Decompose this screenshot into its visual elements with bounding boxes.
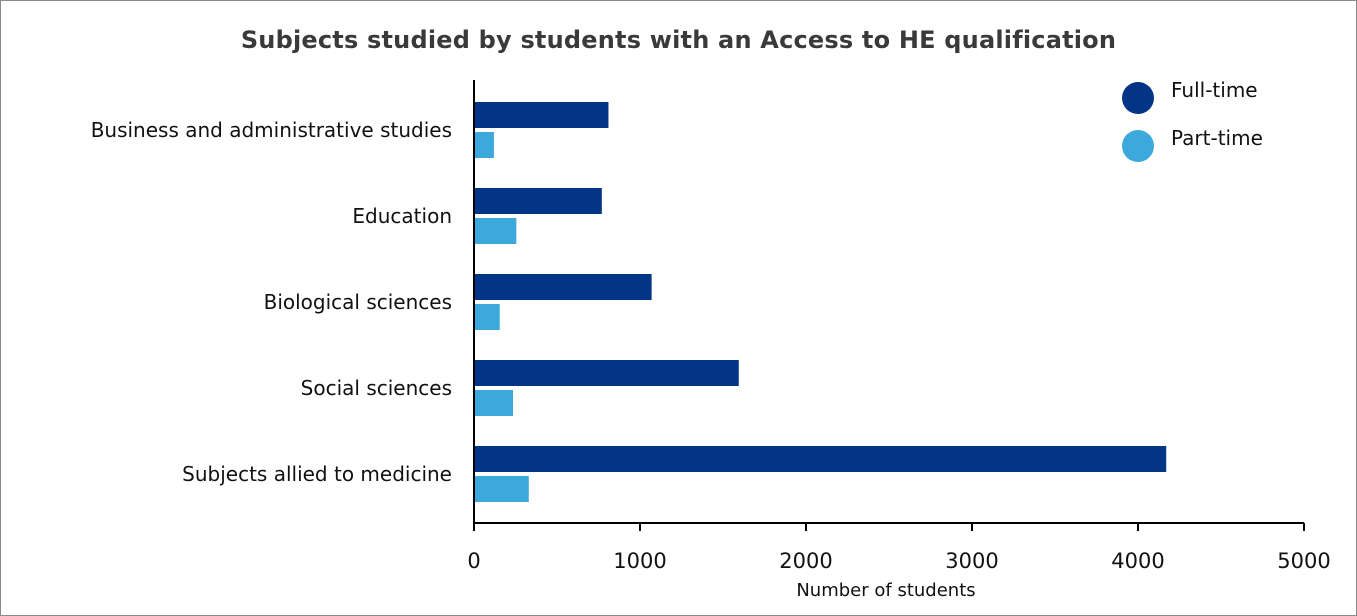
bar-part-time-3: [474, 390, 514, 416]
legend-swatch-part-time: [1122, 130, 1154, 162]
x-tick-label: 5000: [1277, 549, 1330, 573]
x-tick-label: 0: [467, 549, 480, 573]
x-tick-label: 3000: [945, 549, 998, 573]
x-tick-label: 1000: [613, 549, 666, 573]
bar-part-time-4: [474, 476, 529, 502]
bar-full-time-3: [474, 360, 739, 386]
category-label: Subjects allied to medicine: [182, 462, 452, 486]
legend-label: Part-time: [1171, 126, 1263, 150]
bar-part-time-0: [474, 132, 494, 158]
legend-label: Full-time: [1171, 78, 1258, 102]
bar-full-time-1: [474, 188, 602, 214]
category-label: Education: [352, 204, 452, 228]
x-axis-title: Number of students: [796, 580, 975, 601]
category-label: Social sciences: [301, 376, 452, 400]
x-tick-label: 4000: [1111, 549, 1164, 573]
bar-part-time-1: [474, 218, 517, 244]
x-tick-label: 2000: [779, 549, 832, 573]
category-label: Business and administrative studies: [91, 118, 452, 142]
bar-full-time-0: [474, 102, 609, 128]
bar-full-time-4: [474, 446, 1167, 472]
bar-full-time-2: [474, 274, 652, 300]
bar-part-time-2: [474, 304, 500, 330]
chart-title: Subjects studied by students with an Acc…: [240, 26, 1117, 54]
legend-swatch-full-time: [1122, 82, 1154, 114]
category-label: Biological sciences: [264, 290, 452, 314]
